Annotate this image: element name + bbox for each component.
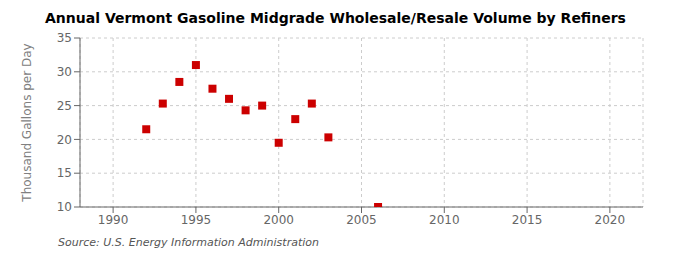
svg-text:1990: 1990	[98, 213, 129, 227]
svg-text:2010: 2010	[429, 213, 460, 227]
html-text:Source: U.S. Energy Informatio: Source: U.S. Energy Information Administ…	[58, 236, 319, 249]
svg-text:1995: 1995	[181, 213, 212, 227]
svg-text:10: 10	[57, 200, 72, 214]
svg-text:35: 35	[57, 31, 72, 45]
svg-text:20: 20	[57, 133, 72, 147]
svg-text:25: 25	[57, 99, 72, 113]
html-text:Annual Vermont Gasoline Midgra: Annual Vermont Gasoline Midgrade Wholesa…	[45, 10, 626, 26]
svg-text:2020: 2020	[595, 213, 626, 227]
svg-text:15: 15	[57, 166, 72, 180]
svg-text:2005: 2005	[346, 213, 377, 227]
svg-text:2000: 2000	[263, 213, 294, 227]
svg-text:2015: 2015	[512, 213, 543, 227]
svg-text:30: 30	[57, 65, 72, 79]
svg-text:Thousand Gallons per Day: Thousand Gallons per Day	[20, 43, 34, 202]
